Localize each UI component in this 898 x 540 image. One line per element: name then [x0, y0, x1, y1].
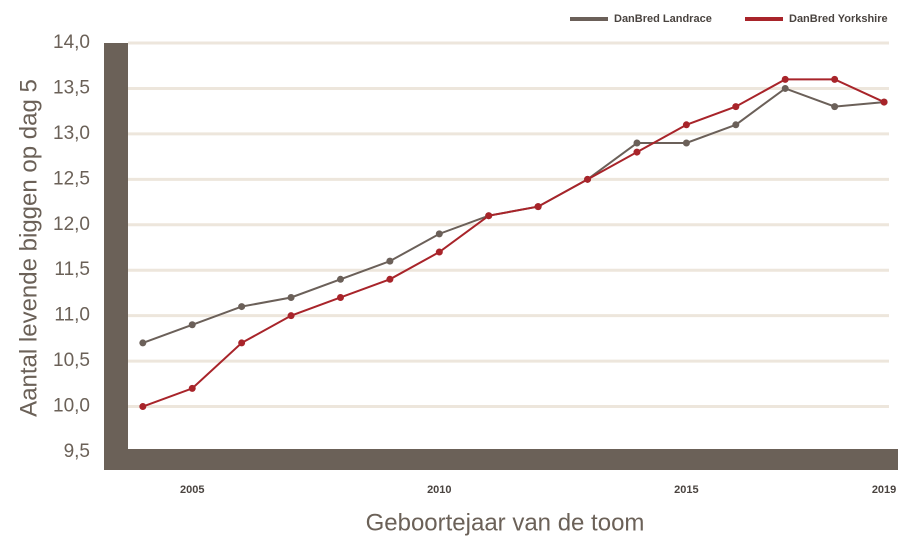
y-axis-bar [104, 43, 128, 470]
data-point [534, 203, 542, 211]
data-point [287, 293, 295, 301]
data-point [139, 403, 147, 411]
data-point [238, 303, 246, 311]
y-tick-label: 12,0 [53, 214, 90, 235]
x-axis-bar [104, 449, 898, 470]
data-point [633, 139, 641, 147]
data-point [139, 339, 147, 347]
x-tick-label: 2015 [674, 484, 698, 496]
data-point [188, 384, 196, 392]
y-tick-label: 12,5 [53, 168, 90, 189]
y-tick-label: 10,5 [53, 350, 90, 371]
data-point [584, 175, 592, 183]
series-line [142, 78, 885, 408]
y-tick-label: 11,5 [54, 259, 90, 280]
y-tick-label: 10,0 [53, 396, 90, 417]
legend-label: DanBred Yorkshire [789, 13, 888, 25]
data-point [188, 321, 196, 329]
x-tick-label: 2010 [427, 484, 451, 496]
series-line [142, 87, 885, 344]
y-tick-label: 14,0 [53, 32, 90, 53]
y-axis-label: Aantal levende biggen op dag 5 [15, 79, 42, 417]
y-tick-label: 9,5 [64, 441, 90, 462]
data-point [633, 148, 641, 156]
y-tick-label: 13,0 [53, 123, 90, 144]
x-tick-label: 2005 [180, 484, 204, 496]
data-point [682, 121, 690, 129]
data-point [435, 230, 443, 238]
data-point [781, 84, 789, 92]
legend-label: DanBred Landrace [614, 13, 712, 25]
x-tick-label: 2019 [872, 484, 896, 496]
x-axis-label: Geboortejaar van de toom [366, 509, 645, 536]
data-point [386, 257, 394, 265]
data-point [287, 312, 295, 320]
data-point [880, 98, 888, 106]
y-tick-label: 11,0 [54, 305, 90, 326]
data-point [485, 212, 493, 220]
data-point [336, 293, 344, 301]
data-point [831, 103, 839, 111]
data-point [435, 248, 443, 256]
data-point [386, 275, 394, 283]
data-point [732, 121, 740, 129]
data-point [831, 75, 839, 83]
grid [128, 41, 889, 454]
data-point [238, 339, 246, 347]
data-point [781, 75, 789, 83]
data-point [682, 139, 690, 147]
data-point [732, 103, 740, 111]
data-point [336, 275, 344, 283]
y-tick-label: 13,5 [53, 77, 90, 98]
